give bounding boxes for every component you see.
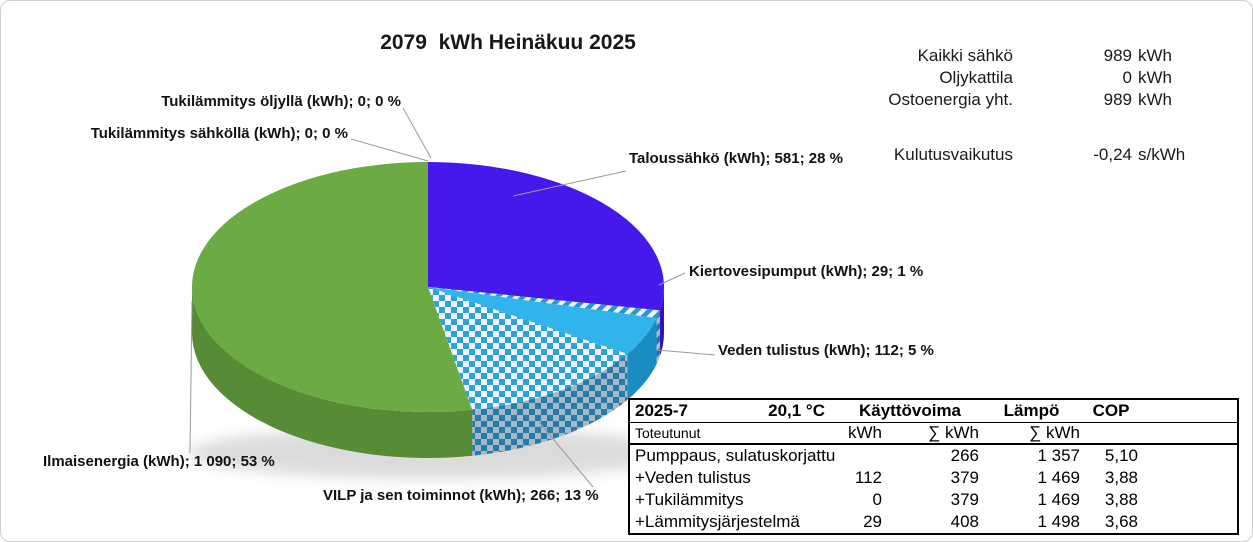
row-sum-drive: 379 [950,468,979,487]
summary-stats: Kaikki sähkö 989 kWh Oljykattila 0 kWh O… [821,45,1187,111]
row-label: +Veden tulistus [635,468,751,487]
pie-slice-taloussahko[interactable] [428,162,664,311]
stat-unit: kWh [1138,68,1172,87]
table-row: +Veden tulistus 112 379 1 469 3,88 [629,467,1238,489]
pie-wall-shade-vilp [472,353,628,456]
pie-slice-ilmaisenergia[interactable] [192,162,473,412]
row-kwh: 112 [854,468,882,487]
stat-value: 989 [1103,90,1132,109]
pie-wall-shade-kiertovesipumput [656,310,660,365]
row-sum-drive: 379 [950,490,979,509]
slice-label-vilp: VILP ja sen toiminnot (kWh); 266; 13 % [323,487,599,504]
pie-slice-veden-tulistus[interactable] [428,287,657,354]
row-label: +Tukilämmitys [635,490,744,509]
stat-label: Ostoenergia yht. [888,90,1013,109]
table-row: +Lämmitysjärjestelmä 29 408 1 498 3,68 [629,511,1238,534]
row-sum-drive: 408 [950,512,979,531]
row-cop: 5,10 [1104,446,1138,465]
cop-table: 2025-7 20,1 °C Käyttövoima Lämpö COP Tot… [628,398,1239,535]
col-header-blank [1140,399,1238,423]
stat-label: Oljykattila [939,68,1013,87]
row-label: +Lämmitysjärjestelmä [635,512,800,531]
slice-label-ilmaisenergia: Ilmaisenergia (kWh); 1 090; 53 % [43,453,275,470]
leader-vilp [538,421,594,488]
row-sum-heat: 1 469 [1037,490,1080,509]
chart-title: 2079 kWh Heinäkuu 2025 [380,31,636,54]
table-temperature: 20,1 °C [745,399,839,423]
leader-tukilammitys-oljylla [402,107,432,159]
leader-veden-tulistus [656,349,716,356]
table-row: +Tukilämmitys 0 379 1 469 3,88 [629,489,1238,511]
row-label: Pumppaus, sulatuskorjattu [635,446,836,465]
row-sum-drive: 266 [950,446,979,465]
subheader-realized: Toteutunut [629,422,839,445]
stat-value: 989 [1103,46,1132,65]
row-kwh [839,444,884,467]
row-cop: 3,88 [1104,468,1138,487]
stat-value: 0 [1122,68,1132,87]
pie-slice-kiertovesipumput[interactable] [428,287,660,319]
leader-kiertovesipumput [658,272,686,286]
row-cop: 3,68 [1104,512,1138,531]
subheader-kwh: kWh [839,422,884,445]
slice-label-kiertovesipumput: Kiertovesipumput (kWh); 29; 1 % [689,263,924,280]
stat-unit: kWh [1138,90,1172,109]
consumption-impact: Kulutusvaikutus -0,24 s/kWh [821,144,1187,166]
slice-label-tukilammitys-sahkolla: Tukilämmitys sähköllä (kWh); 0; 0 % [90,125,348,142]
leader-tukilammitys-sahkolla [350,138,429,162]
subheader-sum-drive: ∑ kWh [884,422,981,445]
stat-unit: kWh [1138,46,1172,65]
row-sum-heat: 1 357 [1037,446,1080,465]
leader-taloussahko [512,170,627,197]
col-header-cop: COP [1082,399,1140,423]
pie-wall-veden-tulistus [627,318,657,400]
row-kwh: 29 [863,512,882,531]
pie-wall-vilp [472,353,628,456]
pie-wall-ilmaisenergia [192,287,473,459]
stat-value: -0,24 [1093,145,1132,164]
leader-ilmaisenergia [189,300,193,454]
leader-lines [189,107,716,488]
col-header-drive: Käyttövoima [839,399,981,423]
slice-label-taloussahko: Taloussähkö (kWh); 581; 28 % [629,150,843,167]
table-period: 2025-7 [629,399,745,423]
row-cop: 3,88 [1104,490,1138,509]
slice-label-tukilammitys-oljylla: Tukilämmitys öljyllä (kWh); 0; 0 % [161,93,401,110]
slice-label-veden-tulistus: Veden tulistus (kWh); 112; 5 % [718,342,934,359]
stat-label: Kulutusvaikutus [893,145,1013,164]
col-header-heat: Lämpö [981,399,1082,423]
stat-unit: s/kWh [1138,145,1186,164]
subheader-sum-heat: ∑ kWh [981,422,1082,445]
stat-label: Kaikki sähkö [917,46,1013,65]
row-sum-heat: 1 469 [1037,468,1080,487]
table-row: Pumppaus, sulatuskorjattu 266 1 357 5,10 [629,444,1238,467]
pie-wall-taloussahko [659,287,664,357]
row-kwh: 0 [872,490,882,509]
row-sum-heat: 1 498 [1037,512,1080,531]
pie-slice-vilp[interactable] [428,287,628,410]
